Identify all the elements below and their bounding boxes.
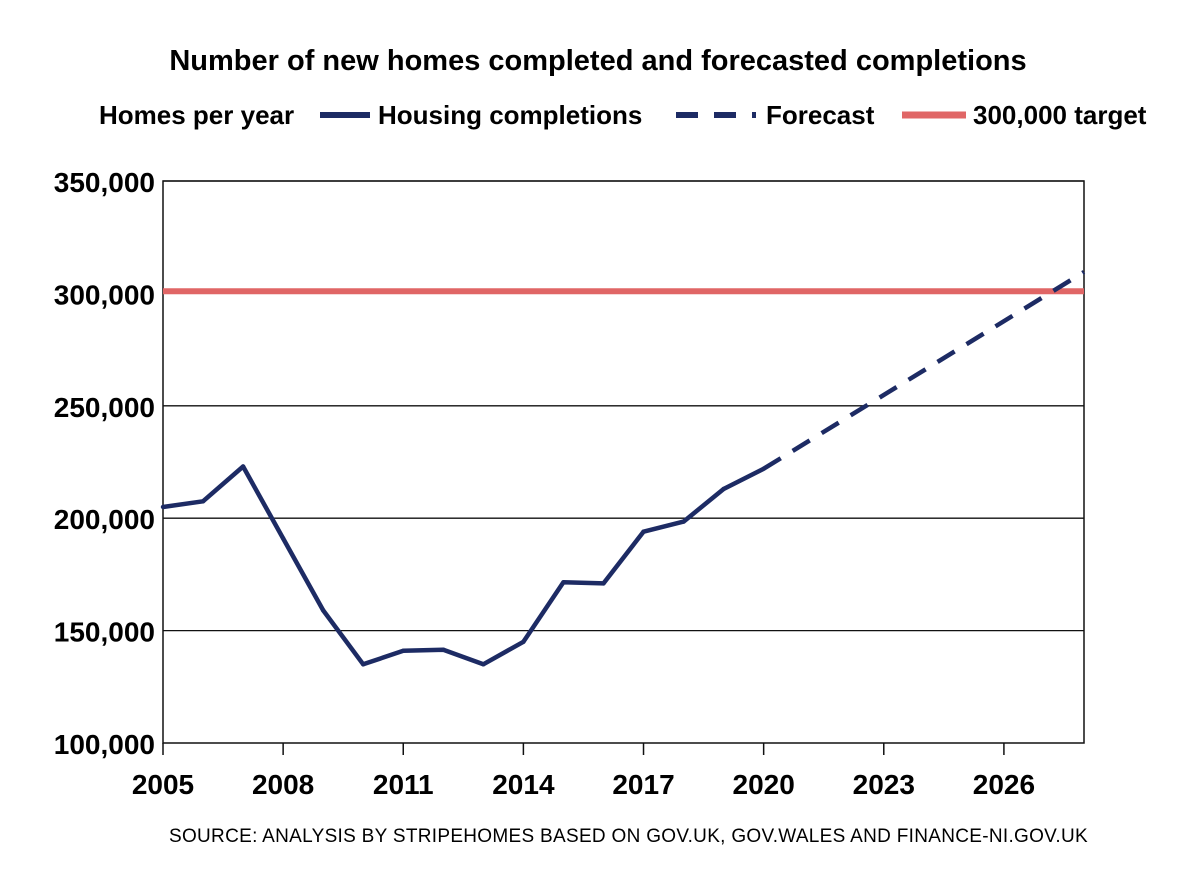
chart-title: Number of new homes completed and foreca… <box>169 45 1026 77</box>
data-point-2011 <box>401 648 406 654</box>
legend-entry-target: 300,000 target <box>973 100 1147 130</box>
legend-label: Homes per year <box>99 100 294 130</box>
x-tick-label-2020: 2020 <box>733 769 795 800</box>
series-line-housing-completions <box>162 464 765 667</box>
x-tick-label-2023: 2023 <box>853 769 915 800</box>
y-tick-label-100000: 100,000 <box>54 729 155 760</box>
data-point-2016 <box>601 581 606 586</box>
plot-frame <box>162 180 1085 744</box>
series-line-forecast <box>762 270 1086 471</box>
legend: Homes per year Housing completions Forec… <box>99 100 1147 130</box>
x-tick-label-2011: 2011 <box>373 769 434 800</box>
data-point-2014 <box>521 639 526 645</box>
data-point-2006 <box>200 499 206 504</box>
legend-entry-housing-completions: Housing completions <box>378 100 642 130</box>
data-point-2020 <box>761 466 766 471</box>
data-point-2005 <box>160 504 166 510</box>
y-tick-label-300000: 300,000 <box>54 279 155 310</box>
data-point-2012 <box>441 647 446 652</box>
data-point-2010 <box>361 662 366 667</box>
data-point-2019 <box>721 486 726 492</box>
x-tick-label-2014: 2014 <box>492 769 555 800</box>
x-tick-label-2005: 2005 <box>132 769 194 800</box>
legend-entry-forecast: Forecast <box>766 100 875 130</box>
x-tick-label-2008: 2008 <box>252 769 314 800</box>
data-point-2008 <box>280 536 286 541</box>
data-point-2018 <box>681 519 686 524</box>
data-point-2013 <box>481 662 486 667</box>
data-point-2009 <box>320 608 326 613</box>
data-point-2015 <box>561 580 566 585</box>
y-tick-label-150000: 150,000 <box>54 617 155 648</box>
plot-area: 100,000 150,000 200,000 250,000 300,000 350,0… <box>54 167 1086 800</box>
source-note: SOURCE: ANALYSIS BY STRIPEHOMES BASED ON… <box>169 826 1088 847</box>
x-tick-label-2017: 2017 <box>612 769 674 800</box>
y-tick-label-200000: 200,000 <box>54 504 155 535</box>
data-point-2017 <box>641 529 646 534</box>
x-tick-label-2026: 2026 <box>973 769 1035 800</box>
y-tick-label-350000: 350,000 <box>54 167 155 198</box>
data-point-2007 <box>240 464 246 469</box>
y-tick-label-250000: 250,000 <box>54 392 155 423</box>
